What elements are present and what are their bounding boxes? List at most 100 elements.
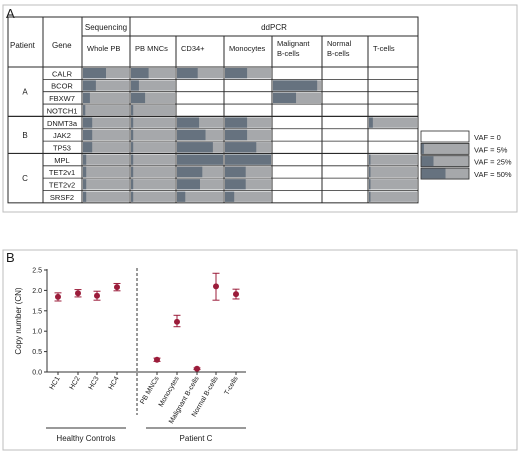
vaf-bar [225, 142, 257, 153]
x-tick-label: T-cells [224, 375, 240, 396]
vaf-bar [83, 166, 87, 178]
vaf-bar [83, 179, 87, 190]
data-point [213, 283, 219, 290]
vaf-bar [177, 191, 186, 202]
gene-label: BCOR [51, 82, 73, 91]
legend-swatch-fill [421, 156, 434, 167]
vaf-bar [177, 179, 200, 190]
vaf-cell-background [83, 154, 129, 165]
vaf-cell-background [225, 129, 271, 141]
vaf-bar [225, 117, 248, 128]
vaf-bar [225, 191, 235, 202]
vaf-bar [131, 179, 134, 190]
vaf-bar [83, 129, 93, 141]
group-label: Healthy Controls [56, 434, 115, 443]
vaf-cell-background [83, 117, 129, 128]
column-header: T-cells [373, 44, 395, 53]
vaf-cell-background [369, 117, 417, 128]
vaf-cell-background [131, 117, 175, 128]
vaf-cell-background [131, 191, 175, 202]
data-point [174, 318, 180, 325]
vaf-cell-background [177, 191, 223, 202]
vaf-cell-background [225, 68, 271, 79]
x-tick-label: HC3 [88, 375, 101, 391]
vaf-cell-background [131, 179, 175, 190]
vaf-bar [177, 166, 203, 178]
y-tick-label: 0.0 [32, 370, 42, 377]
legend-swatch-fill [421, 168, 446, 179]
vaf-cell-background [225, 191, 271, 202]
panel-b-label: B [6, 250, 15, 265]
vaf-cell-background [131, 142, 175, 153]
vaf-cell-background [369, 166, 417, 178]
vaf-cell-background [369, 179, 417, 190]
vaf-bar [177, 68, 198, 79]
vaf-cell-background [131, 129, 175, 141]
gene-label: TET2v2 [49, 181, 75, 190]
vaf-cell-background [225, 117, 271, 128]
vaf-bar [83, 80, 96, 91]
vaf-bar [177, 154, 223, 165]
vaf-bar [131, 191, 134, 202]
vaf-bar [131, 117, 134, 128]
vaf-bar [225, 129, 248, 141]
vaf-bar [273, 92, 297, 104]
table-outline [7, 16, 419, 204]
data-point [154, 356, 160, 363]
vaf-bar [131, 92, 146, 104]
vaf-cell-background [177, 117, 223, 128]
vaf-bar [83, 68, 106, 79]
vaf-bar [131, 129, 134, 141]
vaf-bar [369, 154, 371, 165]
vaf-bar [83, 191, 87, 202]
vaf-cell-background [131, 166, 175, 178]
column-header: Monocytes [229, 44, 266, 53]
vaf-bar [225, 179, 246, 190]
vaf-bar [83, 154, 87, 165]
panel-b-border [2, 249, 518, 451]
x-tick-label: HC4 [108, 375, 121, 391]
panel-a-border [2, 4, 518, 213]
vaf-bar [225, 68, 248, 79]
x-tick-label: PB MNCs [139, 375, 161, 406]
vaf-cell-background [83, 142, 129, 153]
legend-swatch [420, 142, 470, 155]
header-ddpcr: ddPCR [261, 23, 287, 32]
patient-label: B [22, 131, 27, 140]
gene-label: NOTCH1 [47, 106, 78, 115]
column-header: Whole PB [87, 44, 120, 53]
column-header: PB MNCs [135, 44, 168, 53]
vaf-bar [83, 117, 93, 128]
y-tick-label: 2.5 [32, 268, 42, 275]
legend-label: VAF = 0 [474, 133, 501, 142]
vaf-cell-background [83, 179, 129, 190]
vaf-table: Patient Gene Sequencing ddPCR Whole PB PB MNC… [7, 16, 419, 204]
vaf-cell-background [369, 154, 417, 165]
vaf-cell-background [83, 80, 129, 91]
vaf-cell-background [131, 92, 175, 104]
x-tick-label: HC2 [69, 375, 82, 391]
legend-label: VAF = 5% [474, 145, 508, 154]
gene-label: DNMT3a [47, 119, 78, 128]
group-label: Patient C [180, 434, 213, 443]
vaf-bar [131, 142, 134, 153]
vaf-bar [369, 191, 371, 202]
gene-label: CALR [52, 69, 73, 78]
gene-label: JAK2 [53, 131, 71, 140]
y-tick-label: 0.5 [32, 349, 42, 356]
gene-label: TET2v1 [49, 168, 75, 177]
legend-label: VAF = 50% [474, 170, 512, 179]
y-tick-label: 2.0 [32, 288, 42, 295]
column-header: Malignant B-cells [277, 39, 310, 58]
vaf-cell-background [225, 179, 271, 190]
patient-label: A [22, 88, 28, 97]
legend-label: VAF = 25% [474, 158, 512, 167]
gene-label: SRSF2 [50, 193, 74, 202]
legend-swatch [420, 130, 470, 143]
vaf-cell-background [131, 105, 175, 116]
vaf-cell-background [177, 68, 223, 79]
data-point [233, 291, 239, 298]
legend-swatch [420, 155, 470, 168]
column-header: CD34+ [181, 44, 205, 53]
